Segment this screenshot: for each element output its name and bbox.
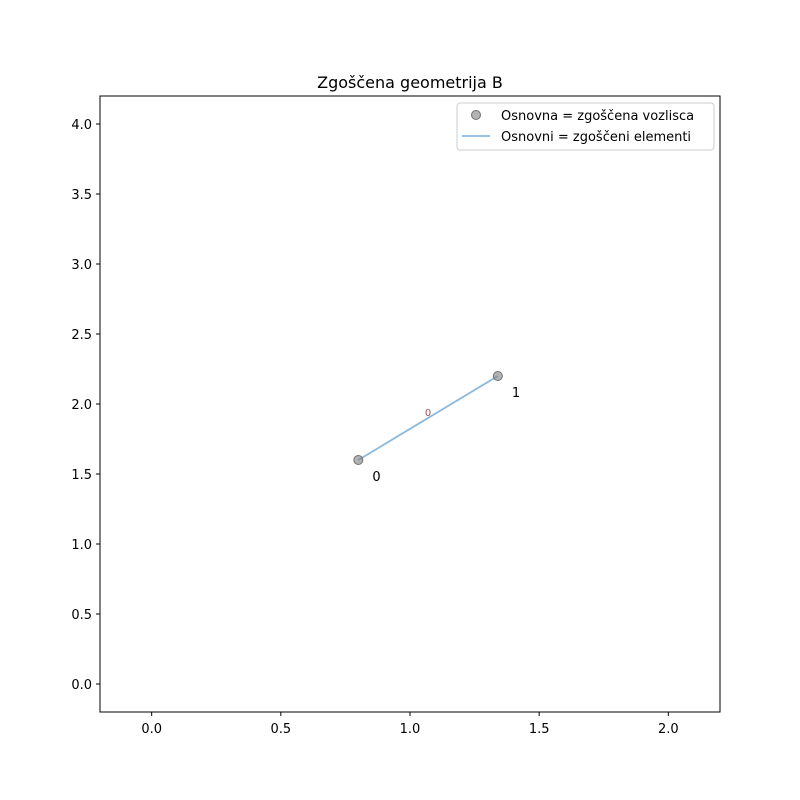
y-tick-label: 0.5 xyxy=(71,608,92,623)
node-point xyxy=(353,455,364,465)
plot-area: 0 0 1 xyxy=(353,371,520,485)
x-tick-label: 0.5 xyxy=(270,722,291,737)
y-tick-label: 2.5 xyxy=(71,328,92,343)
element-segment xyxy=(357,375,499,461)
y-tick-label: 4.0 xyxy=(71,118,92,133)
plot-frame xyxy=(99,95,721,713)
legend: Osnovna = zgoščena vozlisca Osnovni = zg… xyxy=(456,102,715,151)
legend-marker-points xyxy=(471,110,481,120)
node-point xyxy=(492,371,503,381)
x-tick-label: 0.0 xyxy=(141,722,162,737)
y-tick-label: 2.0 xyxy=(71,398,92,413)
legend-box xyxy=(456,102,715,151)
x-tick-label: 1.0 xyxy=(400,722,421,737)
x-axis: 0.0 0.5 1.0 1.5 2.0 xyxy=(141,712,679,737)
x-tick-label: 1.5 xyxy=(529,722,550,737)
y-axis: 0.0 0.5 1.0 1.5 2.0 2.5 3.0 3.5 4.0 xyxy=(71,118,100,693)
y-tick-label: 1.0 xyxy=(71,538,92,553)
element-label: 0 xyxy=(425,408,431,419)
y-tick-label: 0.0 xyxy=(71,678,92,693)
y-tick-label: 1.5 xyxy=(71,468,92,483)
y-tick-label: 3.5 xyxy=(71,188,92,203)
legend-label-lines: Osnovni = zgoščeni elementi xyxy=(501,130,691,145)
y-tick-label: 3.0 xyxy=(71,258,92,273)
x-tick-label: 2.0 xyxy=(658,722,679,737)
node-label: 1 xyxy=(512,386,520,401)
legend-label-points: Osnovna = zgoščena vozlisca xyxy=(501,109,694,124)
node-label: 0 xyxy=(372,470,380,485)
chart-title: Zgoščena geometrija B xyxy=(317,73,503,92)
